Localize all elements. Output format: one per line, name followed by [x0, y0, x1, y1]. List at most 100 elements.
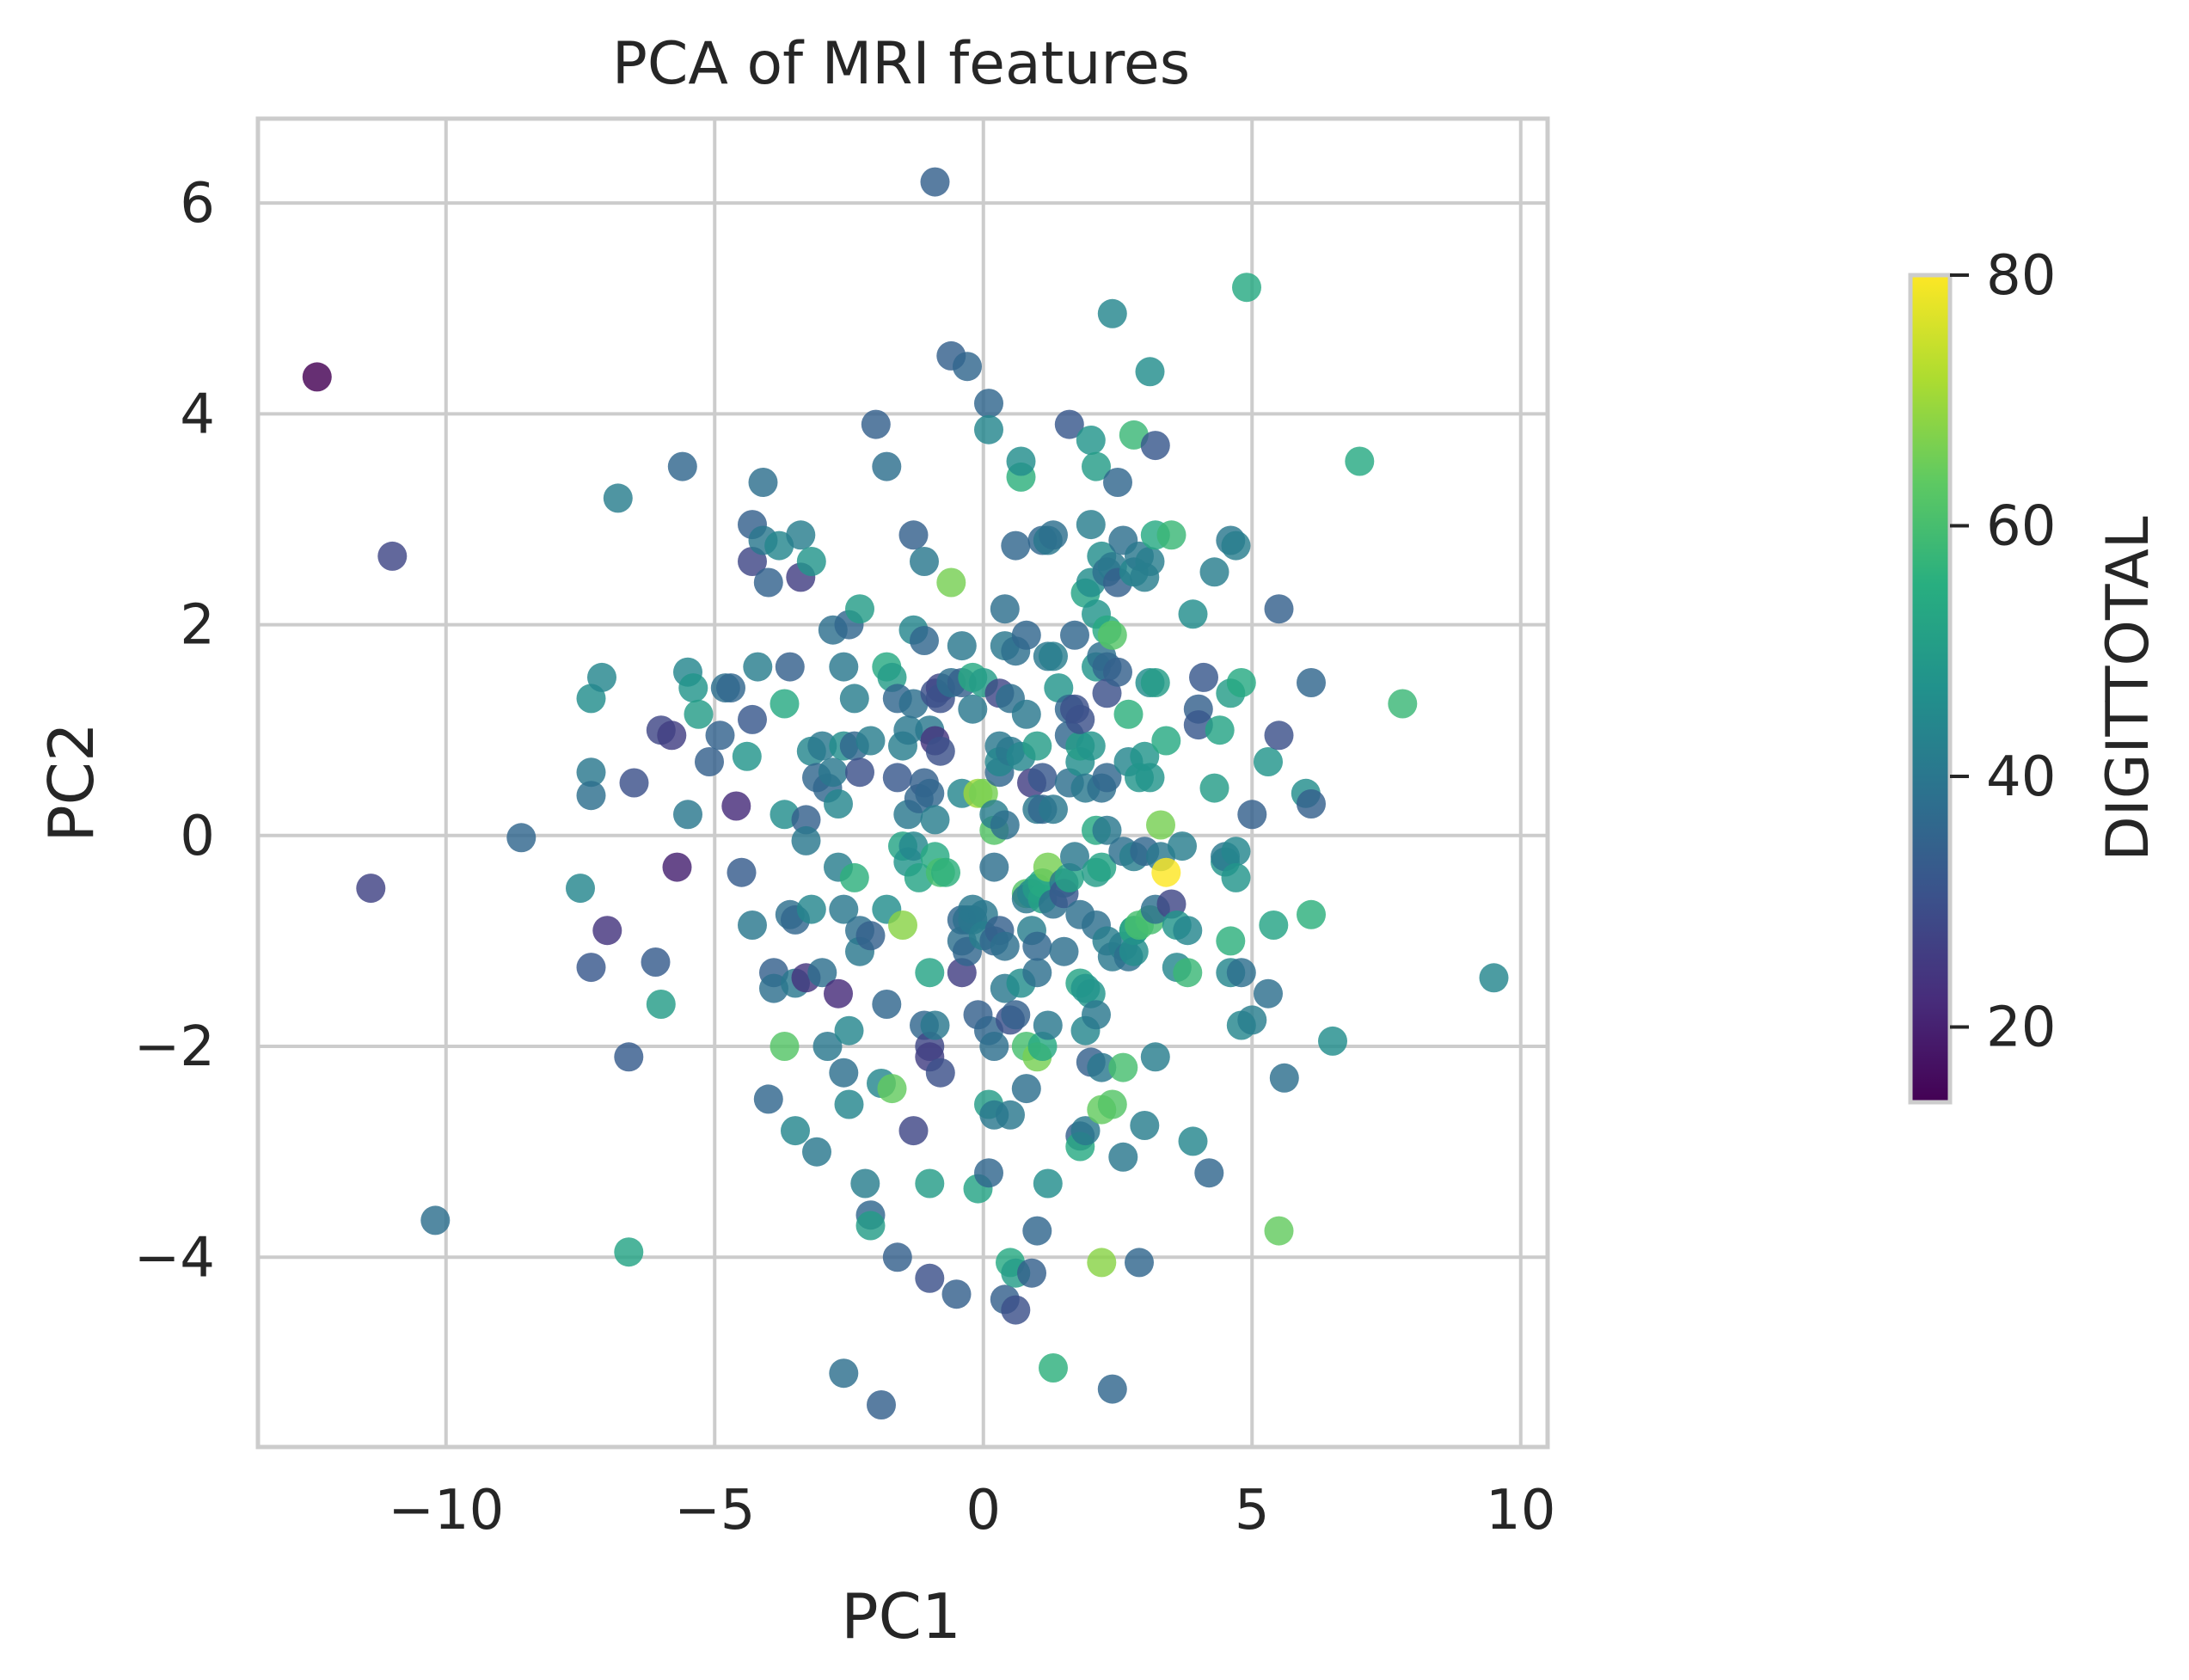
- data-point: [1226, 668, 1256, 697]
- x-tick-label: 0: [966, 1479, 1001, 1542]
- data-point: [1146, 810, 1175, 840]
- colorbar-tick-label: 20: [1986, 996, 2056, 1060]
- data-point: [1022, 931, 1052, 961]
- data-point: [1345, 446, 1375, 476]
- data-point: [1199, 557, 1229, 587]
- colorbar-tick-label: 60: [1986, 495, 2056, 559]
- data-point: [1479, 963, 1509, 993]
- data-point: [1060, 842, 1089, 872]
- data-point: [936, 567, 966, 598]
- data-point: [947, 631, 977, 661]
- data-point: [716, 673, 745, 703]
- data-point: [1259, 911, 1289, 940]
- data-point: [1194, 1158, 1224, 1188]
- data-point: [1108, 1142, 1138, 1172]
- colorbar-tick-label: 80: [1986, 244, 2056, 308]
- data-point: [791, 805, 821, 835]
- data-point: [845, 594, 874, 624]
- data-point: [979, 1032, 1009, 1061]
- data-point: [1318, 1026, 1347, 1056]
- data-point: [506, 823, 537, 853]
- data-point: [1135, 763, 1165, 793]
- data-point: [845, 757, 874, 788]
- data-point: [920, 167, 950, 197]
- data-point: [1178, 1126, 1208, 1156]
- data-point: [1070, 1116, 1101, 1146]
- data-point: [1119, 936, 1149, 966]
- data-point: [753, 1084, 783, 1114]
- data-point: [915, 778, 945, 808]
- data-point: [1156, 520, 1186, 550]
- data-point: [1082, 451, 1111, 481]
- data-point: [818, 757, 848, 788]
- data-point: [990, 931, 1020, 961]
- x-tick-labels: −10 −5 0 5 10: [388, 1479, 1555, 1542]
- data-point: [824, 978, 853, 1009]
- data-point: [979, 852, 1009, 882]
- data-point: [888, 911, 917, 940]
- data-point: [915, 1263, 945, 1293]
- data-point: [1049, 936, 1079, 966]
- data-point: [1103, 657, 1132, 687]
- data-point: [770, 1032, 800, 1061]
- data-point: [657, 720, 687, 751]
- data-point: [829, 894, 859, 924]
- data-point: [1388, 689, 1418, 719]
- data-point: [872, 990, 902, 1019]
- data-point: [1054, 409, 1084, 439]
- data-point: [855, 726, 886, 756]
- data-point: [1135, 357, 1165, 387]
- data-point: [1011, 1074, 1041, 1104]
- data-point: [684, 699, 714, 729]
- data-point: [1254, 978, 1283, 1009]
- data-point: [566, 874, 595, 904]
- x-axis-label: PC1: [841, 1580, 961, 1652]
- y-tick-label: 0: [180, 805, 215, 868]
- data-point: [1125, 1248, 1154, 1278]
- data-point: [662, 852, 692, 882]
- data-point: [1082, 1000, 1111, 1030]
- data-point: [958, 694, 988, 724]
- data-point: [377, 541, 408, 571]
- data-point: [941, 1279, 972, 1309]
- data-point: [1297, 899, 1326, 929]
- data-point: [673, 800, 702, 830]
- data-point: [1006, 446, 1036, 476]
- data-point: [614, 1237, 644, 1267]
- data-point: [1087, 1052, 1117, 1082]
- data-point: [1033, 1168, 1063, 1199]
- data-point: [812, 1032, 843, 1061]
- data-point: [1076, 510, 1106, 540]
- data-point: [839, 862, 869, 892]
- data-point: [1297, 668, 1326, 697]
- data-point: [738, 704, 767, 734]
- chart-title: PCA of MRI features: [612, 30, 1190, 98]
- data-point: [603, 483, 633, 513]
- data-point: [867, 1390, 896, 1419]
- data-point: [1060, 620, 1089, 650]
- data-point: [695, 747, 724, 776]
- data-point: [1226, 958, 1256, 988]
- data-point: [576, 953, 606, 983]
- data-point: [931, 857, 960, 887]
- data-point: [829, 652, 859, 682]
- x-tick-label: 10: [1486, 1479, 1555, 1542]
- data-point: [641, 947, 671, 977]
- data-point: [807, 958, 837, 988]
- data-point: [1264, 720, 1294, 751]
- data-point: [796, 547, 826, 576]
- data-point: [855, 1211, 886, 1241]
- colorbar-ticks: 20 40 60 80: [1950, 244, 2056, 1060]
- data-point: [1221, 837, 1251, 867]
- data-point: [1022, 1216, 1052, 1246]
- data-point: [1097, 298, 1127, 328]
- data-point: [705, 720, 735, 751]
- scatter-points: [302, 167, 1509, 1419]
- data-point: [974, 389, 1003, 419]
- data-point: [839, 684, 869, 714]
- data-point: [775, 652, 805, 682]
- data-point: [646, 990, 676, 1019]
- data-point: [1297, 789, 1326, 819]
- data-point: [1039, 1353, 1068, 1383]
